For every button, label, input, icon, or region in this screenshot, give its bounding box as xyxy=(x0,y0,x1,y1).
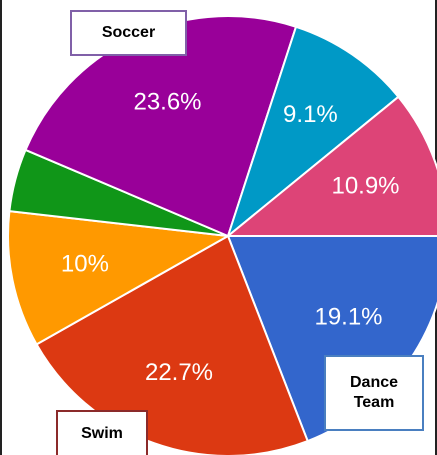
pie-labels: 19.1% 22.7% 10% 23.6% 9.1% 10.9% xyxy=(61,88,400,385)
callout-swim: Swim xyxy=(56,410,148,455)
pie-slices xyxy=(7,15,437,455)
slice-percent-label: 22.7% xyxy=(145,359,213,386)
slice-percent-label: 19.1% xyxy=(314,304,382,331)
slice-percent-label: 23.6% xyxy=(133,88,201,115)
pie-slice-7 xyxy=(227,95,437,237)
slice-percent-label: 10% xyxy=(61,251,109,278)
pie-slice-3 xyxy=(7,210,229,346)
slice-percent-label: 9.1% xyxy=(283,101,338,128)
callout-soccer: Soccer xyxy=(70,10,187,56)
pie-slice-6 xyxy=(227,25,400,237)
pie-slice-swim xyxy=(35,235,309,455)
callout-dance-team: Dance Team xyxy=(324,355,424,431)
slice-percent-label: 10.9% xyxy=(331,172,399,199)
